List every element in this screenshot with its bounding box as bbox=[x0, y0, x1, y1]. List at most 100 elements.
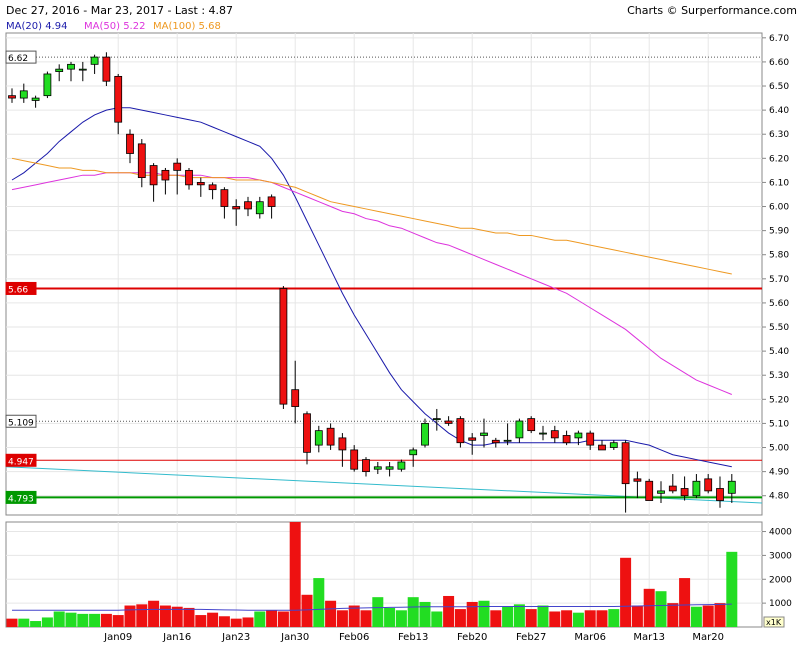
date-axis-label: Jan30 bbox=[280, 632, 309, 643]
candle-body bbox=[232, 206, 241, 210]
candle-body bbox=[338, 437, 347, 451]
ma100-value: 5.68 bbox=[198, 21, 221, 32]
candle-body bbox=[633, 478, 642, 482]
volume-bar bbox=[608, 609, 620, 627]
candle-body bbox=[244, 201, 252, 210]
price-tick-label: 5.30 bbox=[769, 371, 789, 381]
volume-bar bbox=[490, 610, 502, 627]
candle-body bbox=[421, 423, 429, 446]
candle-body bbox=[208, 184, 217, 191]
volume-bar bbox=[679, 578, 691, 627]
volume-bar bbox=[336, 610, 348, 627]
candle-body bbox=[8, 95, 16, 99]
candle-body bbox=[621, 442, 630, 485]
volume-bar bbox=[277, 611, 289, 627]
volume-bar bbox=[655, 591, 667, 627]
volume-bar bbox=[148, 600, 160, 627]
candle-body bbox=[78, 68, 87, 71]
candle-body bbox=[220, 189, 229, 207]
volume-bar bbox=[195, 615, 207, 627]
volume-bar bbox=[537, 605, 549, 627]
volume-bar bbox=[419, 601, 431, 627]
candle-body bbox=[55, 68, 64, 72]
candle-body bbox=[586, 432, 595, 446]
volume-bar bbox=[466, 601, 478, 627]
price-tick-label: 5.70 bbox=[769, 275, 789, 285]
volume-bar bbox=[159, 605, 171, 627]
candle-body bbox=[291, 389, 300, 407]
candle-body bbox=[196, 182, 205, 186]
volume-bar bbox=[254, 611, 266, 627]
date-range-text: Dec 27, 2016 - Mar 23, 2017 - Last : 4.8… bbox=[6, 4, 234, 17]
ma20-value: 4.94 bbox=[45, 21, 68, 32]
date-axis-label: Mar13 bbox=[633, 632, 665, 643]
price-tick-label: 6.10 bbox=[769, 178, 789, 188]
candle-body bbox=[527, 418, 536, 432]
volume-bar bbox=[183, 607, 195, 627]
level-tag bbox=[5, 490, 37, 504]
candle-body bbox=[43, 73, 52, 97]
volume-bar bbox=[301, 594, 313, 627]
price-tick-label: 4.80 bbox=[769, 492, 789, 502]
candle-body bbox=[385, 466, 394, 470]
candle-body bbox=[550, 430, 559, 439]
candle-body bbox=[562, 435, 571, 444]
candle-body bbox=[668, 485, 677, 492]
volume-bar bbox=[124, 605, 136, 627]
candle-body bbox=[574, 432, 583, 439]
candle-body bbox=[409, 449, 418, 456]
price-tick-label: 5.50 bbox=[769, 323, 789, 333]
date-axis-label: Jan16 bbox=[162, 632, 191, 643]
volume-bar bbox=[18, 618, 30, 627]
price-tick-label: 5.20 bbox=[769, 395, 789, 405]
level-label: 4.793 bbox=[8, 494, 34, 504]
volume-bar bbox=[407, 597, 419, 627]
volume-bar bbox=[6, 618, 18, 627]
ma100-label: MA(100) bbox=[153, 21, 196, 32]
price-tick-label: 6.70 bbox=[769, 34, 789, 44]
candle-body bbox=[114, 75, 123, 123]
candle-body bbox=[303, 413, 311, 453]
volume-bar bbox=[41, 617, 53, 627]
candle-body bbox=[444, 420, 453, 424]
volume-bar bbox=[631, 605, 643, 627]
volume-bar bbox=[525, 609, 537, 627]
level-tag bbox=[5, 281, 37, 295]
date-axis-label: Jan23 bbox=[221, 632, 250, 643]
candle-body bbox=[480, 432, 488, 436]
price-tick-label: 5.90 bbox=[769, 227, 789, 237]
candle-body bbox=[362, 459, 370, 473]
volume-bar bbox=[513, 604, 525, 627]
volume-bar bbox=[325, 600, 337, 627]
candle-body bbox=[126, 133, 134, 154]
candle-body bbox=[267, 196, 276, 207]
ma50-legend: MA(50) 5.22 bbox=[84, 21, 145, 32]
ma50-value: 5.22 bbox=[123, 21, 146, 32]
ma50-label: MA(50) bbox=[84, 21, 120, 32]
volume-bar bbox=[372, 597, 384, 627]
price-tick-label: 6.60 bbox=[769, 58, 789, 68]
chart-credit-link[interactable]: Charts © Surperformance.com bbox=[627, 4, 797, 17]
volume-bar bbox=[136, 604, 148, 627]
ma20-label: MA(20) bbox=[6, 21, 42, 32]
candle-body bbox=[19, 90, 28, 99]
volume-bar bbox=[384, 607, 396, 627]
volume-bar bbox=[572, 612, 584, 627]
candle-body bbox=[609, 442, 618, 448]
volume-bar bbox=[596, 610, 608, 627]
volume-bar bbox=[65, 612, 77, 627]
volume-tick-label: 4000 bbox=[769, 528, 792, 538]
price-tick-label: 6.40 bbox=[769, 106, 789, 116]
volume-unit-tag bbox=[763, 616, 785, 628]
volume-bar bbox=[266, 610, 278, 627]
date-axis-label: Feb06 bbox=[339, 632, 369, 643]
volume-bar bbox=[77, 613, 89, 627]
ma100-legend: MA(100) 5.68 bbox=[153, 21, 221, 32]
date-axis-label: Feb13 bbox=[398, 632, 428, 643]
volume-unit-label: x1K bbox=[766, 618, 782, 627]
level-label: 5.66 bbox=[8, 285, 28, 295]
price-tick-label: 5.00 bbox=[769, 444, 789, 454]
candle-body bbox=[727, 480, 736, 494]
volume-bar bbox=[171, 606, 183, 627]
price-tick-label: 5.80 bbox=[769, 251, 789, 261]
